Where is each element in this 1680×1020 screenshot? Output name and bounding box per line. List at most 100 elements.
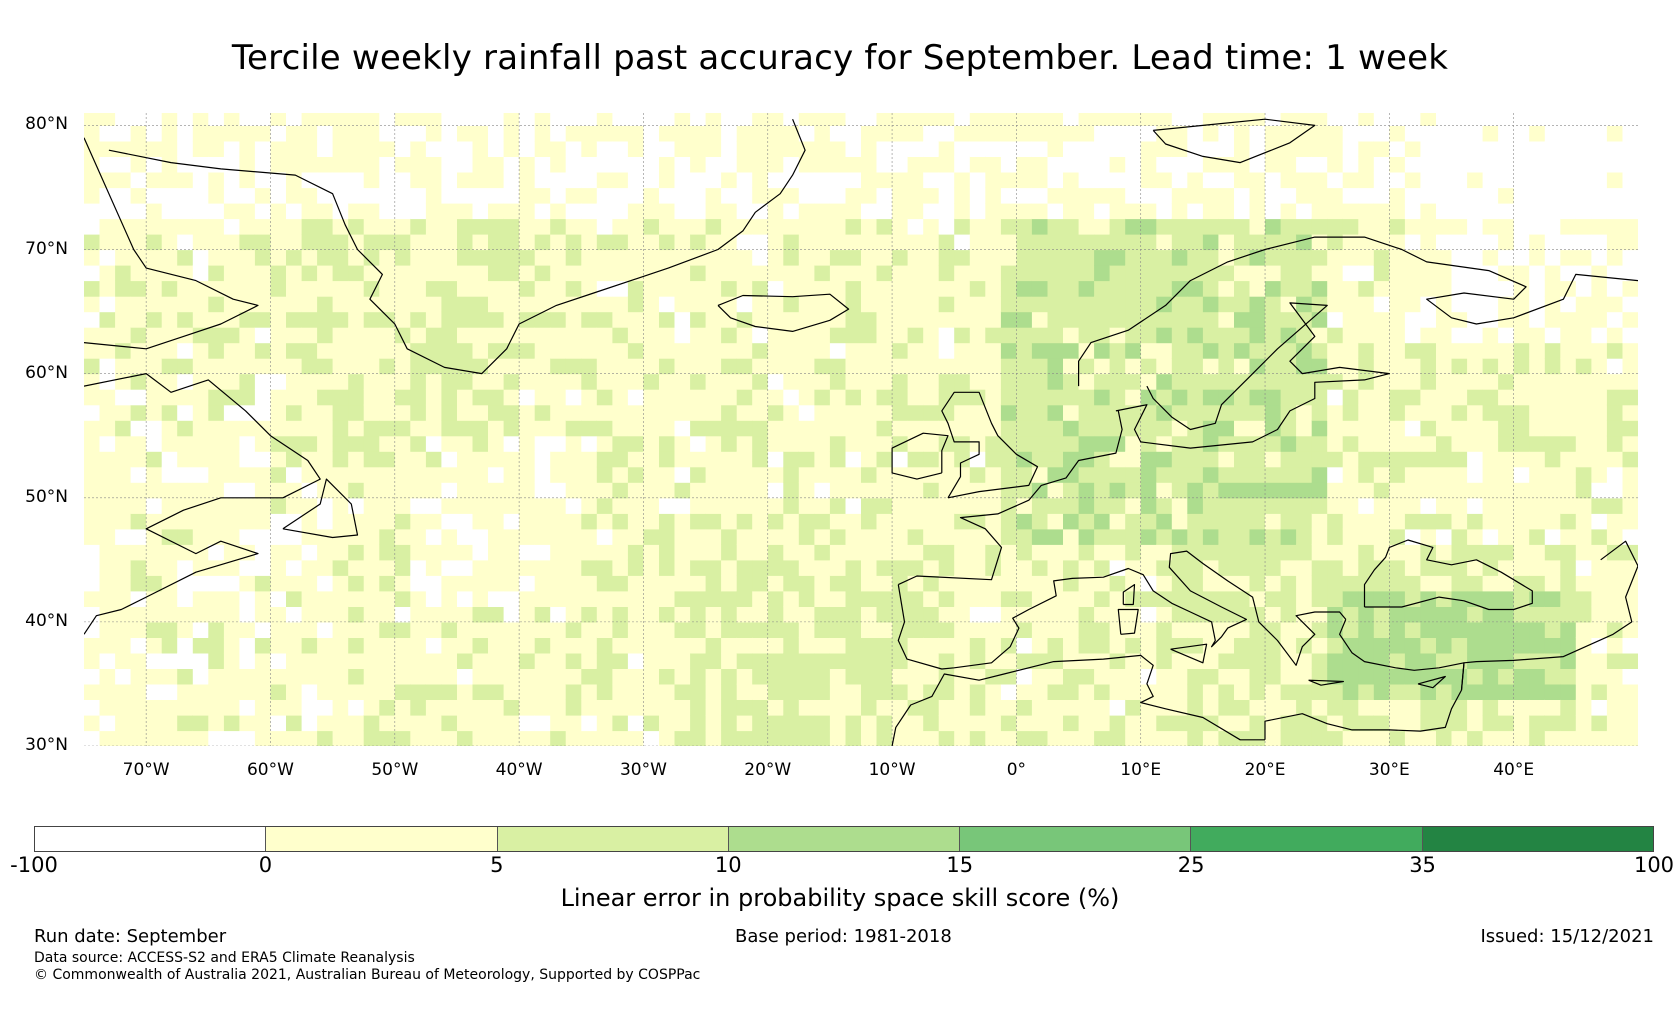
grid-cell [1249, 637, 1266, 654]
grid-cell [1047, 544, 1064, 561]
grid-cell [1389, 606, 1406, 623]
grid-cell [1109, 249, 1126, 266]
grid-cell [1420, 528, 1437, 545]
grid-cell [969, 435, 986, 452]
grid-cell [923, 683, 940, 700]
grid-cell [1404, 544, 1421, 561]
grid-cell [1234, 373, 1251, 390]
grid-cell [705, 358, 722, 375]
grid-cell [161, 140, 178, 157]
grid-cell [1451, 234, 1468, 251]
grid-cell [1560, 497, 1577, 514]
grid-cell [627, 420, 644, 437]
grid-cell [814, 606, 831, 623]
grid-cell [829, 606, 846, 623]
grid-cell [938, 466, 955, 483]
grid-cell [1202, 140, 1219, 157]
grid-cell [84, 140, 101, 157]
grid-cell [985, 575, 1002, 592]
grid-cell [223, 265, 240, 282]
grid-cell [115, 683, 132, 700]
longitude-label: 70°W [122, 760, 170, 780]
grid-cell [1109, 559, 1126, 576]
grid-cell [1218, 327, 1235, 344]
grid-cell [954, 172, 971, 189]
grid-cell [286, 404, 303, 421]
grid-cell [394, 156, 411, 173]
grid-cell [488, 373, 505, 390]
grid-cell [1311, 249, 1328, 266]
grid-cell [1467, 730, 1484, 746]
grid-cell [379, 513, 396, 530]
grid-cell [1358, 203, 1375, 220]
grid-cell [363, 113, 380, 126]
grid-cell [239, 730, 256, 746]
grid-cell [1249, 513, 1266, 530]
grid-cell [286, 652, 303, 669]
grid-cell [1031, 373, 1048, 390]
grid-cell [1094, 218, 1111, 235]
grid-cell [1544, 482, 1561, 499]
grid-cell [767, 497, 784, 514]
grid-cell [1109, 265, 1126, 282]
grid-cell [1373, 265, 1390, 282]
grid-cell [1420, 234, 1437, 251]
grid-cell [1078, 140, 1095, 157]
grid-cell [1373, 218, 1390, 235]
grid-cell [1109, 544, 1126, 561]
grid-cell [192, 404, 209, 421]
grid-cell [938, 621, 955, 638]
grid-cell [1280, 575, 1297, 592]
grid-cell [1234, 113, 1251, 126]
grid-cell [1498, 668, 1515, 685]
grid-cell [1389, 249, 1406, 266]
grid-cell [798, 482, 815, 499]
grid-cell [1202, 389, 1219, 406]
grid-cell [581, 172, 598, 189]
grid-cell [1311, 451, 1328, 468]
grid-cell [503, 218, 520, 235]
grid-cell [177, 497, 194, 514]
grid-cell [814, 125, 831, 142]
grid-cell [1606, 652, 1623, 669]
grid-cell [752, 420, 769, 437]
grid-cell [254, 156, 271, 173]
grid-cell [99, 497, 116, 514]
grid-cell [410, 311, 427, 328]
grid-cell [581, 311, 598, 328]
grid-cell [643, 249, 660, 266]
grid-cell [1498, 730, 1515, 746]
grid-cell [1125, 621, 1142, 638]
grid-cell [1358, 342, 1375, 359]
grid-cell [301, 683, 318, 700]
grid-cell [907, 637, 924, 654]
grid-cell [581, 699, 598, 716]
grid-cell [1575, 466, 1592, 483]
grid-cell [1342, 249, 1359, 266]
grid-cell [1622, 544, 1638, 561]
grid-cell [1047, 249, 1064, 266]
grid-cell [798, 590, 815, 607]
grid-cell [767, 113, 784, 126]
grid-cell [1544, 466, 1561, 483]
grid-cell [472, 482, 489, 499]
grid-cell [1606, 420, 1623, 437]
grid-cell [985, 265, 1002, 282]
grid-cell [627, 187, 644, 204]
grid-cell [705, 606, 722, 623]
grid-cell [1140, 218, 1157, 235]
grid-cell [317, 730, 334, 746]
grid-cell [1265, 652, 1282, 669]
grid-cell [550, 187, 567, 204]
grid-cell [705, 280, 722, 297]
grid-cell [1327, 513, 1344, 530]
grid-cell [938, 327, 955, 344]
grid-cell [348, 249, 365, 266]
grid-cell [534, 466, 551, 483]
grid-cell [503, 234, 520, 251]
grid-cell [503, 730, 520, 746]
grid-cell [550, 113, 567, 126]
grid-cell [923, 435, 940, 452]
grid-cell [1218, 280, 1235, 297]
grid-cell [348, 265, 365, 282]
